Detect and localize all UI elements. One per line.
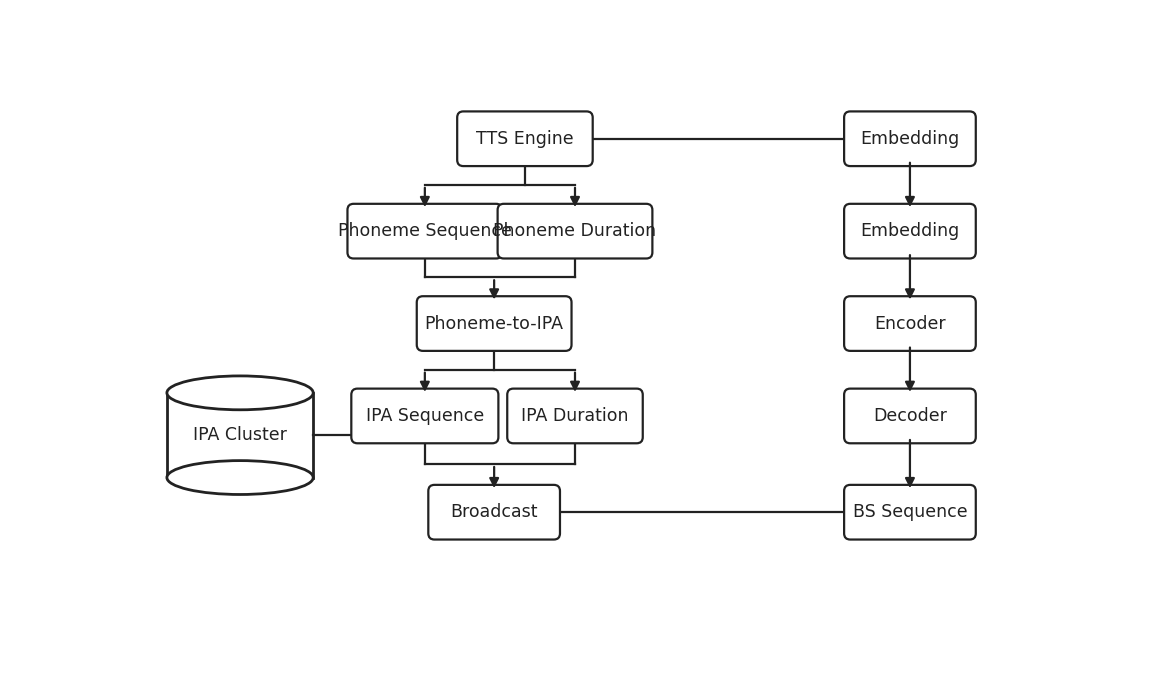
Ellipse shape: [167, 460, 313, 495]
Ellipse shape: [167, 376, 313, 410]
FancyBboxPatch shape: [417, 296, 572, 351]
Text: Encoder: Encoder: [874, 315, 946, 333]
FancyBboxPatch shape: [507, 389, 643, 443]
Text: Phoneme Duration: Phoneme Duration: [493, 222, 657, 240]
Text: Decoder: Decoder: [873, 407, 947, 425]
FancyBboxPatch shape: [457, 111, 593, 166]
Text: IPA Sequence: IPA Sequence: [366, 407, 484, 425]
FancyBboxPatch shape: [428, 485, 560, 539]
FancyBboxPatch shape: [844, 296, 976, 351]
Polygon shape: [167, 393, 313, 477]
Text: Broadcast: Broadcast: [450, 503, 538, 521]
Text: IPA Duration: IPA Duration: [521, 407, 629, 425]
Text: IPA Cluster: IPA Cluster: [193, 426, 287, 444]
Text: TTS Engine: TTS Engine: [476, 130, 573, 148]
Text: Embedding: Embedding: [860, 222, 960, 240]
FancyBboxPatch shape: [844, 111, 976, 166]
Text: Embedding: Embedding: [860, 130, 960, 148]
Text: BS Sequence: BS Sequence: [852, 503, 967, 521]
FancyBboxPatch shape: [844, 204, 976, 259]
Text: Phoneme Sequence: Phoneme Sequence: [338, 222, 512, 240]
FancyBboxPatch shape: [347, 204, 503, 259]
FancyBboxPatch shape: [844, 389, 976, 443]
FancyBboxPatch shape: [844, 485, 976, 539]
FancyBboxPatch shape: [498, 204, 652, 259]
Text: Phoneme-to-IPA: Phoneme-to-IPA: [425, 315, 564, 333]
FancyBboxPatch shape: [351, 389, 498, 443]
